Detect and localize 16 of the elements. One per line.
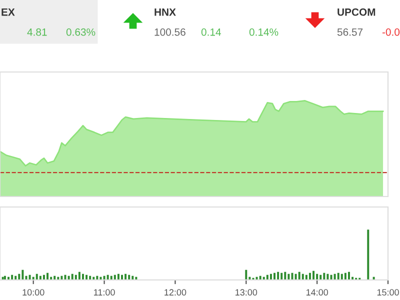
text: 0.63%	[66, 28, 96, 36]
text: 100.56	[154, 28, 186, 36]
x-tick-label: 15:00	[377, 289, 399, 296]
text: -0.0	[382, 28, 400, 36]
x-tick-label: 13:00	[236, 289, 258, 296]
text: 0.14%	[249, 28, 278, 36]
x-tick-label: 10:00	[22, 289, 44, 296]
text: EX	[2, 8, 15, 16]
x-tick-label: 14:00	[306, 289, 328, 296]
x-tick-label: 11:00	[94, 289, 115, 296]
text: UPCOM	[338, 8, 376, 16]
text: 4.81	[27, 28, 47, 36]
text: 56.57	[337, 28, 363, 36]
text: HNX	[154, 8, 176, 16]
text: 0.14	[201, 28, 221, 36]
x-tick-label: 12:00	[164, 289, 186, 296]
